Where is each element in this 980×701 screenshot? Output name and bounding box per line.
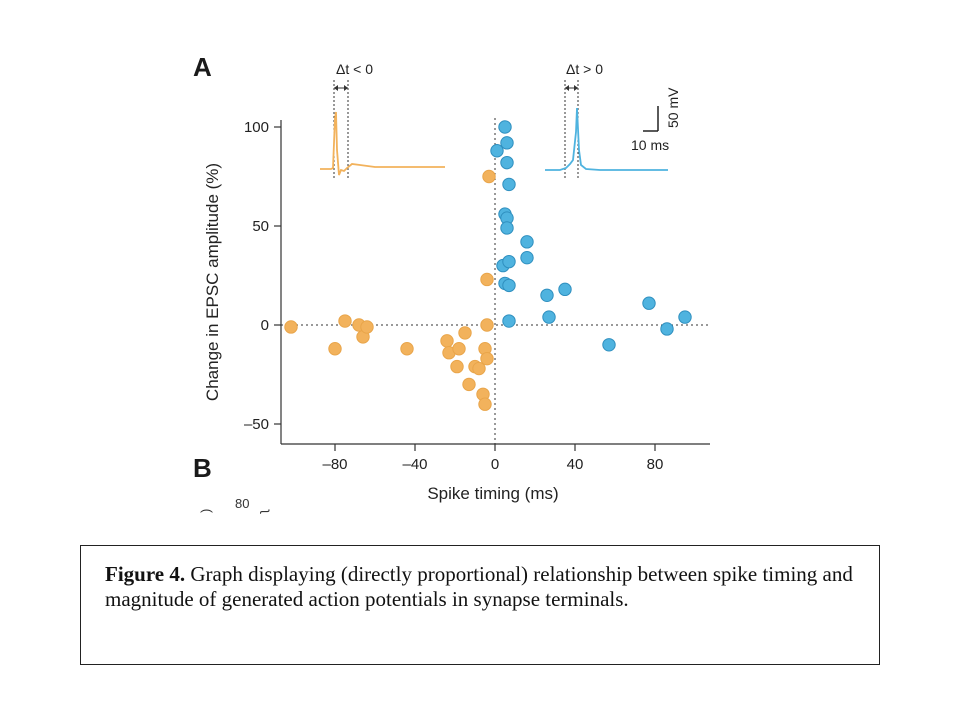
data-point-negative-timing bbox=[400, 342, 414, 356]
data-point-negative-timing bbox=[462, 377, 476, 392]
data-point-positive-timing bbox=[502, 278, 516, 293]
data-point-positive-timing bbox=[502, 314, 516, 328]
data-point-positive-timing bbox=[660, 322, 674, 336]
x-tick-label: 0 bbox=[491, 456, 499, 473]
figure-panel-a: A Δt < 0 Δt > 0 50 mV 10 ms –50 0 50 100 –8… bbox=[193, 52, 710, 514]
epsp-trace-positive bbox=[545, 107, 668, 171]
x-tick-label: –80 bbox=[322, 456, 347, 473]
x-tick-label: 40 bbox=[567, 456, 584, 473]
data-point-positive-timing bbox=[542, 310, 556, 324]
data-point-positive-timing bbox=[678, 310, 692, 324]
reference-lines bbox=[281, 118, 710, 444]
panel-letter-b: B bbox=[193, 453, 212, 483]
scale-bar: 50 mV 10 ms bbox=[631, 87, 681, 153]
data-point-negative-timing bbox=[472, 361, 486, 376]
data-point-negative-timing bbox=[440, 334, 454, 348]
x-axis-ticks: –80 –40 0 40 80 bbox=[322, 444, 663, 473]
data-point-positive-timing bbox=[502, 254, 516, 269]
data-point-negative-timing bbox=[360, 320, 374, 334]
x-tick-label: –40 bbox=[402, 456, 427, 473]
y-tick-label: –50 bbox=[244, 416, 269, 433]
y-axis-title: Change in EPSC amplitude (%) bbox=[203, 163, 222, 401]
data-point-positive-timing bbox=[498, 120, 512, 134]
data-point-negative-timing bbox=[328, 342, 342, 356]
inset-positive-timing: Δt > 0 bbox=[545, 61, 668, 178]
caption-text: Graph displaying (directly proportional)… bbox=[105, 562, 853, 611]
scale-bar-time-label: 10 ms bbox=[631, 137, 669, 153]
data-point-positive-timing bbox=[500, 136, 514, 150]
inset-label-positive: Δt > 0 bbox=[566, 61, 603, 77]
data-point-positive-timing bbox=[500, 221, 514, 235]
data-point-negative-timing bbox=[284, 320, 298, 334]
y-tick-label: 100 bbox=[244, 119, 269, 136]
data-point-positive-timing bbox=[520, 235, 534, 249]
inset-label-negative: Δt < 0 bbox=[336, 61, 373, 77]
data-point-positive-timing bbox=[602, 338, 616, 352]
caption-figure-number: Figure 4. bbox=[105, 562, 186, 586]
data-point-positive-timing bbox=[642, 296, 656, 310]
x-tick-label: 80 bbox=[647, 456, 664, 473]
data-points bbox=[284, 120, 692, 411]
data-point-negative-timing bbox=[480, 351, 494, 366]
scale-bar-voltage-label: 50 mV bbox=[665, 87, 681, 128]
data-point-negative-timing bbox=[480, 272, 494, 287]
data-point-positive-timing bbox=[502, 177, 516, 192]
panel-b-fragment-glyph: ) bbox=[198, 509, 213, 513]
data-point-positive-timing bbox=[490, 144, 504, 158]
panel-letter-a: A bbox=[193, 52, 212, 82]
y-tick-label: 50 bbox=[252, 218, 269, 235]
data-point-negative-timing bbox=[480, 318, 494, 332]
data-point-positive-timing bbox=[540, 288, 554, 302]
panel-b-fragment-glyph: ʅ bbox=[255, 509, 270, 514]
y-axis-ticks: –50 0 50 100 bbox=[244, 119, 281, 433]
panel-b-fragment: 80 bbox=[235, 496, 249, 511]
data-point-positive-timing bbox=[520, 250, 534, 265]
data-point-positive-timing bbox=[558, 282, 572, 297]
data-point-negative-timing bbox=[450, 359, 464, 374]
data-point-negative-timing bbox=[338, 314, 352, 328]
data-point-negative-timing bbox=[482, 169, 496, 184]
data-point-negative-timing bbox=[458, 326, 472, 340]
y-tick-label: 0 bbox=[261, 317, 269, 334]
figure-caption: Figure 4. Graph displaying (directly pro… bbox=[80, 545, 880, 665]
data-point-positive-timing bbox=[500, 155, 514, 170]
data-point-negative-timing bbox=[478, 397, 492, 411]
x-axis-title: Spike timing (ms) bbox=[427, 484, 558, 503]
inset-negative-timing: Δt < 0 bbox=[320, 61, 445, 178]
epsp-trace-negative bbox=[320, 111, 445, 176]
data-point-negative-timing bbox=[452, 342, 466, 356]
